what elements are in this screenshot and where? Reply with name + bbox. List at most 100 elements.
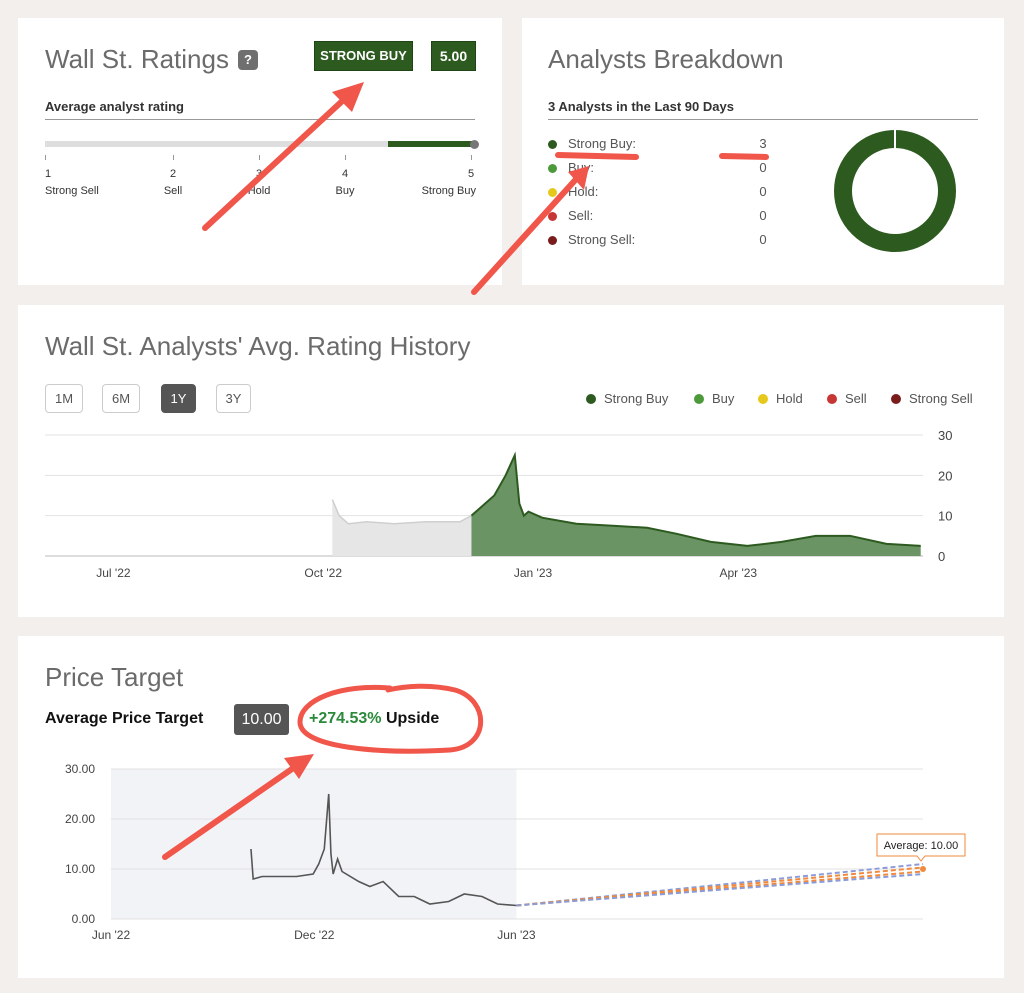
x-tick-label: Jan '23 [514, 566, 553, 580]
row-count: 3 [759, 136, 767, 151]
history-line-strong-buy [470, 451, 921, 547]
y-tick-label: 0 [938, 549, 945, 564]
analysts-breakdown-card: Analysts Breakdown 3 Analysts in the Las… [522, 18, 1004, 285]
price-target-chart: 0.00 10.00 20.00 30.00 Jun '22 Dec '22 Jun '23… [65, 762, 966, 942]
help-icon[interactable]: ? [238, 50, 258, 70]
tick [345, 155, 346, 160]
y-tick-label: 0.00 [72, 912, 96, 926]
legend-strong-buy[interactable]: Strong Buy [586, 391, 668, 406]
sell-dot [548, 212, 557, 221]
wall-st-ratings-card: Wall St. Ratings ? STRONG BUY 5.00 Avera… [18, 18, 502, 285]
x-tick-label: Jun '22 [92, 928, 131, 942]
row-label: Strong Buy: [568, 136, 636, 151]
row-label: Buy: [568, 160, 595, 175]
x-tick-label: Dec '22 [294, 928, 335, 942]
scale-label-2: Sell [163, 185, 183, 197]
target-projection [516, 870, 924, 907]
scale-label-1: Strong Sell [45, 185, 99, 197]
upside-label: Upside [385, 710, 440, 727]
y-tick-label: 10 [938, 509, 952, 524]
legend-label: Sell [845, 391, 867, 406]
upside: +274.53% Upside [309, 710, 439, 728]
x-tick-label: Oct '22 [304, 566, 342, 580]
scale-num-5: 5 [467, 168, 475, 180]
scale-label-5: Strong Buy [421, 185, 476, 197]
target-projection [516, 863, 924, 907]
row-label: Sell: [568, 208, 594, 223]
legend-dot [891, 394, 901, 404]
hold-dot [548, 188, 557, 197]
y-tick-label: 30.00 [65, 762, 95, 776]
price-line [250, 793, 517, 907]
range-button-6m[interactable]: 6M [102, 384, 140, 413]
scale-num-3: 3 [255, 168, 263, 180]
legend-buy[interactable]: Buy [694, 391, 734, 406]
price-target-title: Price Target [45, 662, 184, 692]
history-shade [111, 769, 517, 919]
row-count: 0 [759, 184, 767, 199]
ratings-title: Wall St. Ratings [45, 44, 229, 74]
x-tick-label: Apr '23 [719, 566, 757, 580]
strong-sell-dot [548, 236, 557, 245]
history-line-pre [331, 499, 472, 525]
scale-label-4: Buy [335, 185, 355, 197]
legend-dot [827, 394, 837, 404]
legend-label: Strong Sell [909, 391, 973, 406]
scale-num-4: 4 [341, 168, 349, 180]
rating-track [45, 141, 388, 147]
range-button-1m[interactable]: 1M [45, 384, 83, 413]
rating-history-card: Wall St. Analysts' Avg. Rating History 1… [18, 305, 1004, 617]
row-label: Strong Sell: [568, 232, 636, 247]
scale-label-3: Hold [247, 185, 271, 197]
legend-dot [586, 394, 596, 404]
average-tooltip [876, 833, 966, 862]
avg-rating-subtitle: Average analyst rating [45, 99, 184, 114]
donut-slice-strong-buy [834, 130, 956, 252]
legend-hold[interactable]: Hold [758, 391, 803, 406]
strong-buy-dot [548, 140, 557, 149]
range-button-3y[interactable]: 3Y [216, 384, 251, 413]
scale-num-2: 2 [169, 168, 177, 180]
y-tick-label: 20 [938, 468, 952, 483]
row-count: 0 [759, 160, 767, 175]
avg-price-target-value: 10.00 [234, 704, 289, 735]
legend-dot [694, 394, 704, 404]
history-area-strong-buy [471, 455, 921, 556]
target-projection [516, 866, 924, 907]
x-tick-label: Jul '22 [96, 566, 131, 580]
history-title: Wall St. Analysts' Avg. Rating History [45, 331, 471, 361]
row-label: Hold: [568, 184, 599, 199]
rating-fill [388, 141, 472, 147]
row-count: 0 [759, 232, 767, 247]
breakdown-title: Analysts Breakdown [548, 44, 784, 74]
target-projection [516, 873, 924, 907]
legend-strong-sell[interactable]: Strong Sell [891, 391, 973, 406]
x-tick-label: Jun '23 [497, 928, 536, 942]
average-marker [920, 866, 926, 872]
y-tick-label: 30 [938, 428, 952, 443]
tick [259, 155, 260, 160]
tick [471, 155, 472, 160]
divider [45, 119, 475, 120]
range-button-1y[interactable]: 1Y [161, 384, 196, 413]
row-count: 0 [759, 208, 767, 223]
buy-dot [548, 164, 557, 173]
history-area-pre [332, 499, 472, 556]
legend-label: Hold [776, 391, 803, 406]
score-badge: 5.00 [431, 41, 476, 71]
y-tick-label: 10.00 [65, 862, 95, 876]
average-tooltip-label: Average: 10.00 [884, 840, 958, 852]
legend-label: Buy [712, 391, 735, 406]
tick [173, 155, 174, 160]
rating-marker [470, 140, 479, 149]
legend-dot [758, 394, 768, 404]
legend-sell[interactable]: Sell [827, 391, 867, 406]
breakdown-donut [834, 130, 956, 252]
breakdown-subtitle: 3 Analysts in the Last 90 Days [548, 99, 734, 114]
price-target-card: Price Target Average Price Target 10.00 … [18, 636, 1004, 978]
consensus-badge: STRONG BUY [314, 41, 413, 71]
rating-history-chart: 0 10 20 30 Jul '22 Oct '22 Jan '23 Apr '23 [45, 428, 952, 580]
avg-price-target-label: Average Price Target [45, 710, 204, 727]
scale-num-1: 1 [45, 168, 52, 180]
y-tick-label: 20.00 [65, 812, 95, 826]
